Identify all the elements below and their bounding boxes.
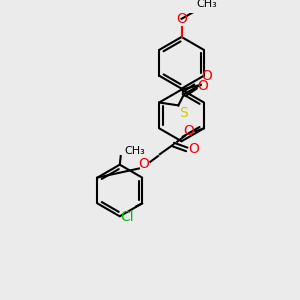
Text: O: O bbox=[183, 124, 194, 138]
Text: O: O bbox=[176, 13, 187, 26]
Text: Cl: Cl bbox=[120, 210, 134, 224]
Text: O: O bbox=[189, 142, 200, 156]
Text: S: S bbox=[179, 106, 188, 120]
Text: CH₃: CH₃ bbox=[197, 0, 218, 9]
Text: O: O bbox=[197, 79, 208, 92]
Text: CH₃: CH₃ bbox=[124, 146, 145, 156]
Text: O: O bbox=[202, 69, 212, 83]
Text: O: O bbox=[138, 157, 149, 171]
